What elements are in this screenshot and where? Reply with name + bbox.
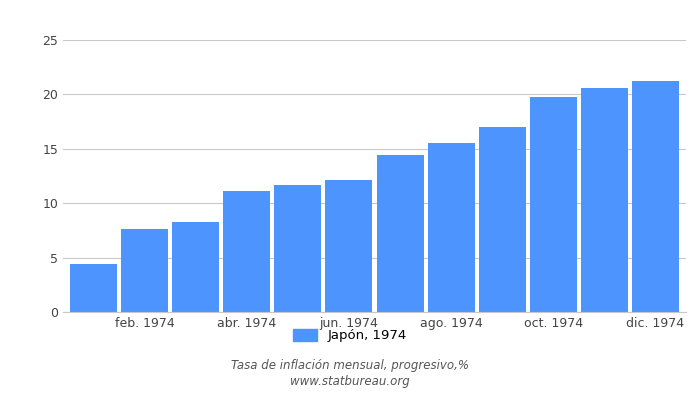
Bar bbox=[428, 143, 475, 312]
Bar bbox=[632, 81, 679, 312]
Bar bbox=[479, 127, 526, 312]
Text: www.statbureau.org: www.statbureau.org bbox=[290, 376, 410, 388]
Bar bbox=[530, 96, 577, 312]
Bar bbox=[223, 191, 270, 312]
Bar bbox=[172, 222, 219, 312]
Bar bbox=[121, 229, 168, 312]
Legend: Japón, 1974: Japón, 1974 bbox=[293, 328, 407, 342]
Bar bbox=[274, 185, 321, 312]
Bar bbox=[70, 264, 117, 312]
Bar bbox=[326, 180, 372, 312]
Bar bbox=[581, 88, 628, 312]
Text: Tasa de inflación mensual, progresivo,%: Tasa de inflación mensual, progresivo,% bbox=[231, 360, 469, 372]
Bar bbox=[377, 155, 424, 312]
